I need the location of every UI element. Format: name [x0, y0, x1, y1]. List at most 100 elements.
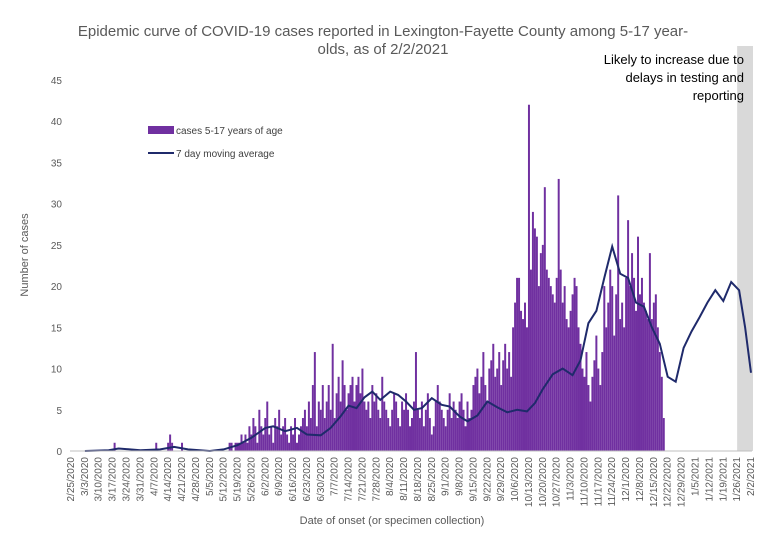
- x-axis-title: Date of onset (or specimen collection): [300, 515, 485, 527]
- case-bar: [252, 418, 255, 451]
- case-bar: [323, 418, 326, 451]
- case-bar: [297, 434, 300, 451]
- case-bar: [599, 385, 602, 451]
- y-tick-label: 25: [51, 241, 63, 252]
- x-tick-label: 6/16/2020: [288, 457, 299, 502]
- case-bar: [288, 442, 291, 451]
- case-bar: [579, 343, 582, 451]
- case-bar: [319, 409, 322, 451]
- case-bar: [270, 426, 273, 451]
- case-bar: [426, 393, 429, 451]
- x-tick-label: 5/12/2020: [219, 457, 230, 502]
- case-bar: [623, 327, 626, 451]
- case-bar: [440, 409, 443, 451]
- case-bar: [652, 302, 655, 451]
- legend: cases 5-17 years of age 7 day moving ave…: [148, 126, 283, 160]
- case-bar: [633, 277, 636, 451]
- y-tick-label: 20: [51, 282, 63, 293]
- x-tick-label: 12/1/2020: [621, 457, 632, 502]
- x-tick-label: 10/13/2020: [524, 457, 535, 507]
- case-bar: [339, 401, 342, 451]
- x-tick-label: 1/19/2021: [718, 457, 729, 502]
- case-bar: [480, 376, 483, 451]
- case-bar: [284, 418, 287, 451]
- x-tick-label: 12/29/2020: [677, 457, 688, 507]
- x-tick-label: 6/9/2020: [274, 457, 285, 496]
- case-bar: [307, 401, 310, 451]
- case-bar: [317, 401, 320, 451]
- case-bar: [286, 434, 289, 451]
- case-bar: [296, 442, 298, 451]
- case-bar: [351, 376, 354, 451]
- case-bar: [250, 434, 253, 451]
- case-bar: [593, 360, 596, 451]
- case-bar: [650, 319, 653, 451]
- case-bar: [448, 393, 451, 451]
- legend-label-moving-average: 7 day moving average: [176, 149, 275, 160]
- case-bar: [444, 426, 447, 451]
- case-bar: [436, 385, 439, 451]
- case-bar: [638, 294, 641, 451]
- x-tick-label: 8/18/2020: [413, 457, 424, 502]
- case-bar: [637, 236, 639, 451]
- x-tick-label: 7/28/2020: [371, 457, 382, 502]
- x-tick-label: 7/14/2020: [344, 457, 355, 502]
- y-tick-label: 30: [51, 200, 63, 211]
- x-tick-label: 3/17/2020: [108, 457, 119, 502]
- case-bar: [527, 104, 530, 451]
- case-bar: [290, 426, 293, 451]
- case-bar: [254, 426, 257, 451]
- chart-title-line-2: olds, as of 2/2/2021: [318, 41, 449, 58]
- case-bar: [276, 426, 279, 451]
- case-bar: [420, 401, 423, 451]
- case-bar: [484, 385, 487, 451]
- case-bar: [613, 335, 616, 451]
- x-tick-label: 7/7/2020: [330, 457, 341, 496]
- case-bar: [373, 401, 376, 451]
- y-tick-label: 35: [51, 158, 63, 169]
- x-tick-label: 4/7/2020: [149, 457, 160, 496]
- case-bar: [301, 418, 304, 451]
- x-tick-label: 6/23/2020: [302, 457, 313, 502]
- x-tick-label: 3/31/2020: [135, 457, 146, 502]
- case-bar: [573, 277, 576, 451]
- case-bar: [533, 228, 536, 451]
- case-bar: [490, 360, 493, 451]
- case-bar: [424, 409, 427, 451]
- x-tick-label: 3/3/2020: [80, 457, 91, 496]
- case-bar: [329, 409, 332, 451]
- case-bar: [466, 401, 469, 451]
- case-bar: [401, 401, 404, 451]
- case-bar: [371, 385, 374, 451]
- case-bar: [264, 418, 267, 451]
- case-bar: [242, 442, 245, 451]
- moving-average-line: [84, 242, 752, 453]
- x-tick-label: 9/8/2020: [455, 457, 466, 496]
- case-bar: [155, 442, 158, 451]
- case-bar: [601, 352, 604, 451]
- case-bar: [375, 393, 378, 451]
- y-axis-title: Number of cases: [19, 213, 31, 297]
- x-tick-label: 3/10/2020: [94, 457, 105, 502]
- case-bar: [569, 310, 572, 451]
- case-bar: [405, 393, 408, 451]
- case-bar: [494, 376, 497, 451]
- case-bar: [625, 277, 628, 451]
- case-bar: [430, 434, 433, 451]
- case-bar: [294, 418, 297, 451]
- case-bar: [272, 442, 275, 451]
- x-tick-label: 11/17/2020: [593, 457, 604, 507]
- case-bar: [341, 360, 344, 451]
- case-bar: [654, 294, 657, 451]
- x-tick-label: 9/15/2020: [469, 457, 480, 502]
- x-tick-label: 7/21/2020: [357, 457, 368, 502]
- case-bar: [397, 418, 400, 451]
- case-bar: [280, 434, 283, 451]
- case-bar: [571, 294, 574, 451]
- case-bar: [627, 220, 630, 451]
- case-bar: [379, 418, 382, 451]
- reporting-delay-shaded-region: [737, 46, 753, 451]
- case-bar: [524, 302, 526, 451]
- case-bar: [391, 409, 394, 451]
- case-bar: [619, 319, 622, 451]
